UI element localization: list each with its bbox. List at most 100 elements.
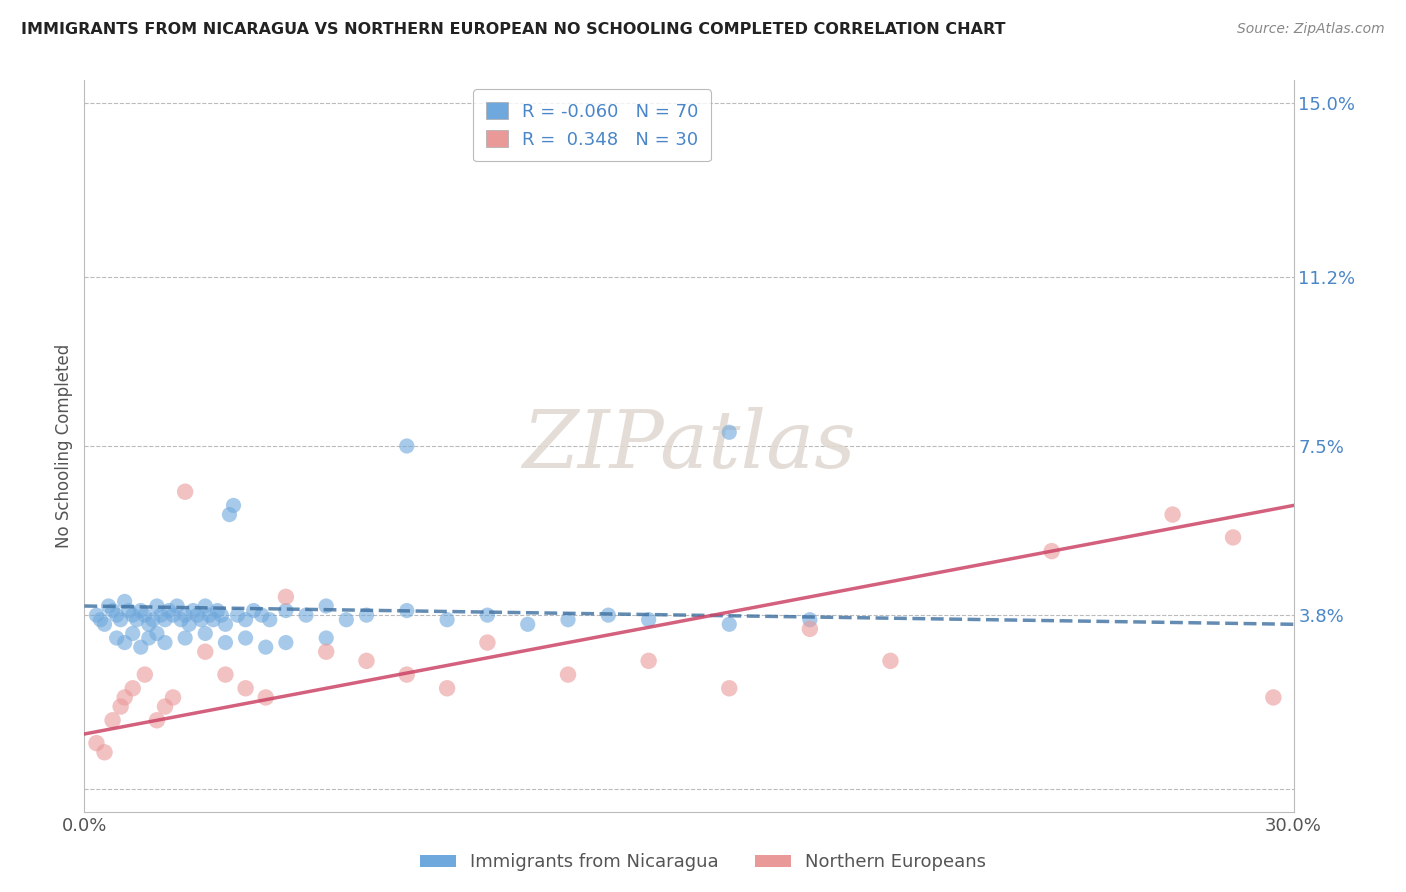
Point <box>153 699 176 714</box>
Point <box>134 608 156 623</box>
Point <box>86 736 108 750</box>
Point <box>105 608 128 623</box>
Point <box>222 499 245 513</box>
Point <box>1161 508 1184 522</box>
Point <box>250 608 273 623</box>
Point <box>194 599 217 613</box>
Point <box>598 608 620 623</box>
Point <box>101 714 124 728</box>
Point <box>134 667 156 681</box>
Point <box>799 622 821 636</box>
Point <box>174 484 197 499</box>
Point <box>315 599 337 613</box>
Point <box>1040 544 1063 558</box>
Point <box>356 608 378 623</box>
Point <box>235 613 257 627</box>
Point <box>153 613 176 627</box>
Point <box>315 631 337 645</box>
Point <box>557 613 579 627</box>
Point <box>395 667 418 681</box>
Point <box>129 603 152 617</box>
Point <box>190 613 212 627</box>
Text: Source: ZipAtlas.com: Source: ZipAtlas.com <box>1237 22 1385 37</box>
Point <box>146 714 169 728</box>
Point <box>129 640 152 655</box>
Point <box>174 631 197 645</box>
Point <box>121 608 143 623</box>
Point <box>194 645 217 659</box>
Point <box>436 681 458 696</box>
Point <box>149 608 172 623</box>
Point <box>101 603 124 617</box>
Point <box>226 608 249 623</box>
Point <box>162 608 184 623</box>
Legend: Immigrants from Nicaragua, Northern Europeans: Immigrants from Nicaragua, Northern Euro… <box>412 847 994 879</box>
Point <box>125 613 148 627</box>
Point <box>114 690 136 705</box>
Point <box>138 631 160 645</box>
Point <box>436 613 458 627</box>
Text: IMMIGRANTS FROM NICARAGUA VS NORTHERN EUROPEAN NO SCHOOLING COMPLETED CORRELATIO: IMMIGRANTS FROM NICARAGUA VS NORTHERN EU… <box>21 22 1005 37</box>
Point <box>1263 690 1285 705</box>
Point <box>274 590 297 604</box>
Point <box>1222 530 1244 544</box>
Point <box>110 699 132 714</box>
Point <box>214 635 236 649</box>
Point <box>146 626 169 640</box>
Point <box>162 690 184 705</box>
Point <box>174 608 197 623</box>
Point <box>259 613 281 627</box>
Point <box>89 613 111 627</box>
Point <box>146 599 169 613</box>
Point <box>799 613 821 627</box>
Text: ZIPatlas: ZIPatlas <box>522 408 856 484</box>
Y-axis label: No Schooling Completed: No Schooling Completed <box>55 344 73 548</box>
Point <box>718 681 741 696</box>
Point <box>186 608 208 623</box>
Point <box>254 690 277 705</box>
Point <box>557 667 579 681</box>
Point <box>356 654 378 668</box>
Point <box>207 603 229 617</box>
Point <box>138 617 160 632</box>
Point <box>114 635 136 649</box>
Point <box>335 613 357 627</box>
Point <box>218 508 240 522</box>
Point <box>242 603 264 617</box>
Point <box>637 654 659 668</box>
Point <box>879 654 901 668</box>
Point <box>181 603 204 617</box>
Point <box>235 631 257 645</box>
Point <box>194 626 217 640</box>
Point <box>198 608 221 623</box>
Point <box>97 599 120 613</box>
Point <box>93 617 115 632</box>
Point <box>209 608 232 623</box>
Point <box>718 425 741 440</box>
Point <box>214 667 236 681</box>
Point <box>477 608 499 623</box>
Point <box>516 617 538 632</box>
Point <box>118 603 141 617</box>
Point <box>637 613 659 627</box>
Point <box>315 645 337 659</box>
Point <box>105 631 128 645</box>
Point <box>157 603 180 617</box>
Point <box>166 599 188 613</box>
Point <box>142 613 165 627</box>
Point <box>121 681 143 696</box>
Point <box>114 594 136 608</box>
Point <box>179 617 201 632</box>
Point <box>295 608 318 623</box>
Point <box>110 613 132 627</box>
Point <box>235 681 257 696</box>
Point <box>121 626 143 640</box>
Point <box>153 635 176 649</box>
Point <box>274 603 297 617</box>
Point <box>214 617 236 632</box>
Point <box>274 635 297 649</box>
Legend: R = -0.060   N = 70, R =  0.348   N = 30: R = -0.060 N = 70, R = 0.348 N = 30 <box>474 89 711 161</box>
Point <box>202 613 225 627</box>
Point <box>93 745 115 759</box>
Point <box>170 613 193 627</box>
